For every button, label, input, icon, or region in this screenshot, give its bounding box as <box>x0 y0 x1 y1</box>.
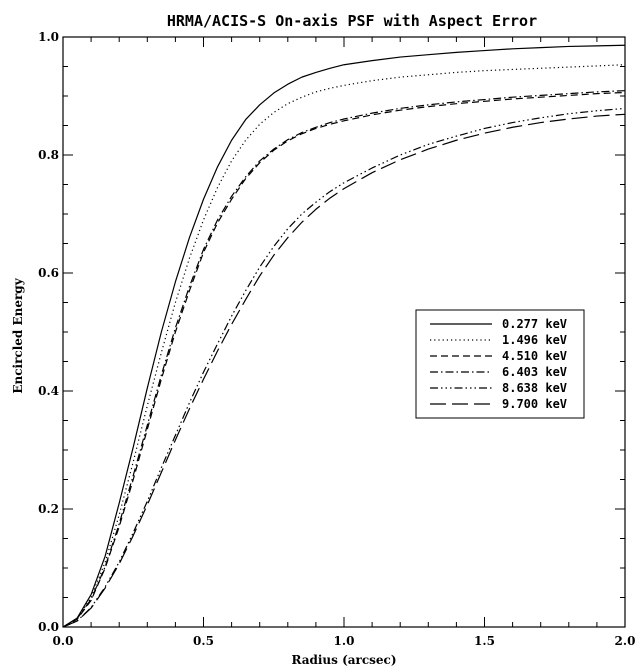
x-tick-label: 1.0 <box>334 634 355 648</box>
legend-entry-label: 1.496 keV <box>502 333 567 347</box>
series-line-0-277-kev <box>62 44 626 628</box>
series-line-6-403-kev <box>62 90 626 628</box>
y-tick-label: 0.2 <box>38 502 59 516</box>
y-tick-label: 0.8 <box>38 148 59 162</box>
legend: 0.277 keV 1.496 keV 4.510 keV 6.403 keV 8.63… <box>415 309 585 419</box>
legend-entry-label: 0.277 keV <box>502 317 567 331</box>
x-axis-label: Radius (arcsec) <box>291 653 396 667</box>
y-tick-label: 0.0 <box>38 620 59 634</box>
y-axis-label: Encircled Energy <box>11 277 25 393</box>
series-line-9-700-kev <box>62 113 626 628</box>
series-line-8-638-kev <box>62 107 626 628</box>
series-lines <box>62 44 626 628</box>
y-tick-label: 1.0 <box>38 30 59 44</box>
legend-entry-label: 9.700 keV <box>502 397 567 411</box>
x-tick-label: 0.5 <box>193 634 214 648</box>
legend-entry-label: 8.638 keV <box>502 381 567 395</box>
axis-tick-labels: 0.0 0.5 1.0 1.5 2.0 0.0 0.2 0.4 0.6 0.8 1.0 <box>38 30 635 648</box>
x-tick-label: 2.0 <box>615 634 636 648</box>
y-tick-label: 0.4 <box>38 384 59 398</box>
legend-box <box>415 309 585 419</box>
x-tick-label: 0.0 <box>53 634 74 648</box>
legend-entry-label: 6.403 keV <box>502 365 567 379</box>
chart-title: HRMA/ACIS-S On-axis PSF with Aspect Erro… <box>167 12 537 30</box>
x-tick-label: 1.5 <box>474 634 495 648</box>
legend-entry-label: 4.510 keV <box>502 349 567 363</box>
series-line-4-510-kev <box>62 91 626 628</box>
y-tick-label: 0.6 <box>38 266 59 280</box>
